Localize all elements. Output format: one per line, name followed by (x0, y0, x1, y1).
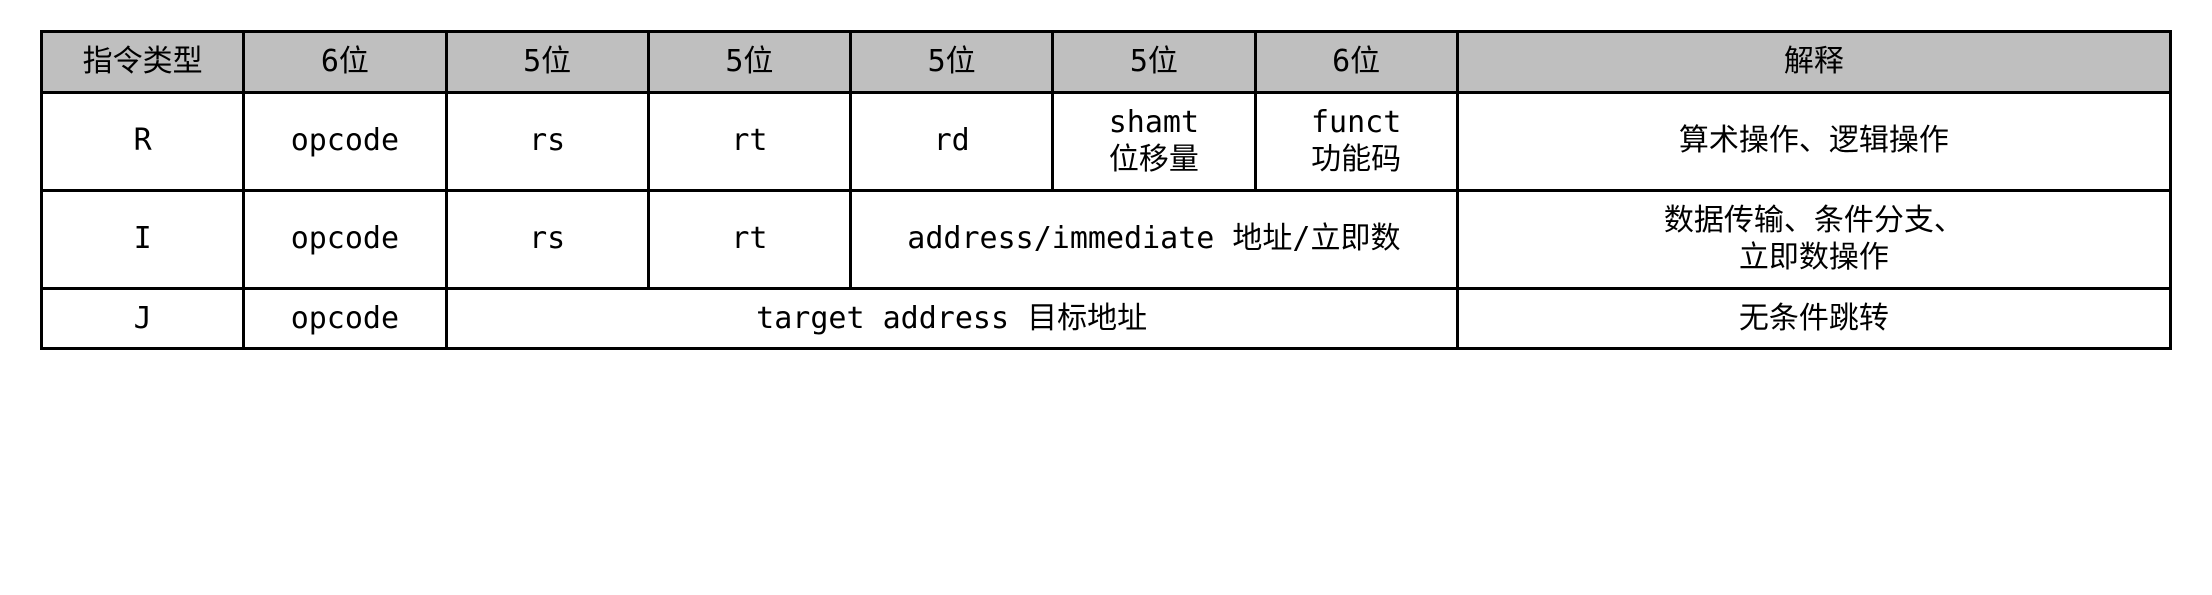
col-header: 解释 (1457, 32, 2170, 93)
col-header: 6位 (1255, 32, 1457, 93)
cell-desc: 无条件跳转 (1457, 288, 2170, 349)
cell-funct-line1: funct (1261, 104, 1452, 142)
cell-rs: rs (446, 92, 648, 190)
cell-rs: rs (446, 190, 648, 288)
cell-funct: funct 功能码 (1255, 92, 1457, 190)
cell-target: target address 目标地址 (446, 288, 1457, 349)
col-header: 5位 (648, 32, 850, 93)
cell-desc: 算术操作、逻辑操作 (1457, 92, 2170, 190)
cell-funct-line2: 功能码 (1261, 141, 1452, 179)
col-header: 5位 (851, 32, 1053, 93)
col-header: 指令类型 (42, 32, 244, 93)
cell-shamt-line2: 位移量 (1058, 141, 1249, 179)
instruction-format-table: 指令类型 6位 5位 5位 5位 5位 6位 解释 R opcode rs rt… (40, 30, 2172, 350)
cell-type: J (42, 288, 244, 349)
col-header: 5位 (446, 32, 648, 93)
col-header: 6位 (244, 32, 446, 93)
table-container: 指令类型 6位 5位 5位 5位 5位 6位 解释 R opcode rs rt… (0, 0, 2212, 380)
cell-desc-line2: 立即数操作 (1463, 239, 2165, 277)
cell-rt: rt (648, 190, 850, 288)
table-row-i: I opcode rs rt address/immediate 地址/立即数 … (42, 190, 2171, 288)
cell-type: I (42, 190, 244, 288)
cell-shamt: shamt 位移量 (1053, 92, 1255, 190)
table-header-row: 指令类型 6位 5位 5位 5位 5位 6位 解释 (42, 32, 2171, 93)
cell-desc-line1: 数据传输、条件分支、 (1463, 202, 2165, 240)
col-header: 5位 (1053, 32, 1255, 93)
cell-rd: rd (851, 92, 1053, 190)
cell-opcode: opcode (244, 288, 446, 349)
cell-opcode: opcode (244, 92, 446, 190)
cell-opcode: opcode (244, 190, 446, 288)
cell-shamt-line1: shamt (1058, 104, 1249, 142)
cell-addr-imm: address/immediate 地址/立即数 (851, 190, 1458, 288)
table-row-j: J opcode target address 目标地址 无条件跳转 (42, 288, 2171, 349)
table-row-r: R opcode rs rt rd shamt 位移量 funct 功能码 算术… (42, 92, 2171, 190)
cell-type: R (42, 92, 244, 190)
cell-rt: rt (648, 92, 850, 190)
cell-desc: 数据传输、条件分支、 立即数操作 (1457, 190, 2170, 288)
